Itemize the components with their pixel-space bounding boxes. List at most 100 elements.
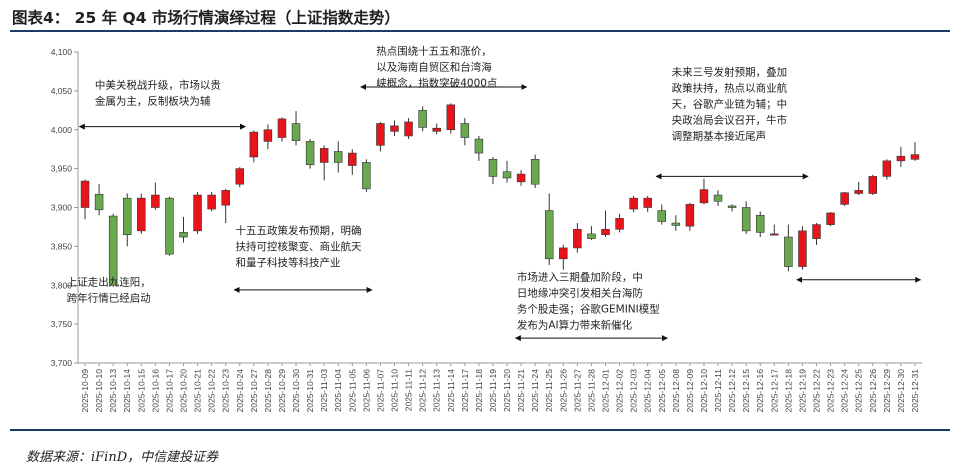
x-tick-label: 2025-10-23 [221,369,231,413]
x-tick-label: 2025-12-29 [882,369,892,413]
figure-title: 图表4： 25 年 Q4 市场行情演绎过程（上证指数走势） [12,9,400,27]
x-tick-label: 2025-11-24 [530,369,540,412]
candle-body [362,162,371,190]
x-tick-label: 2025-10-24 [235,369,245,413]
annotation-text: 务个股走强；谷歌GEMINI模型 [517,303,660,316]
x-tick-label: 2025-11-04 [333,369,343,412]
x-tick-label: 2025-10-17 [164,369,174,413]
annotation-text: 金属为主，反制板块为辅 [95,95,211,108]
candle-body [854,190,863,194]
candle-body [868,176,878,194]
y-tick-label: 4,000 [51,125,73,135]
y-tick-label: 3,850 [51,241,73,251]
y-tick-label: 3,900 [51,203,73,213]
candle-body [151,194,160,208]
x-tick-label: 2025-12-03 [629,369,639,413]
candle-body [207,194,216,210]
candle-body [446,104,456,131]
y-tick-label: 3,700 [51,358,73,368]
candle-body [418,110,427,128]
candle-body [770,233,779,236]
x-tick-label: 2025-12-22 [812,369,822,413]
candle-body [474,138,484,154]
x-tick-label: 2025-12-04 [643,369,653,413]
candle-body [826,212,835,225]
candle-body [882,160,892,177]
x-tick-label: 2025-12-18 [783,369,793,413]
candle-body [165,197,174,255]
candle-body [643,197,652,208]
x-tick-label: 2025-10-09 [80,369,90,413]
candle-body [263,129,273,142]
annotation-text: 跨年行情已经启动 [67,291,151,304]
x-tick-label: 2025-11-12 [418,369,428,412]
x-tick-label: 2025-11-17 [460,369,470,412]
x-tick-label: 2025-11-21 [516,369,526,412]
candle-body [179,232,188,238]
x-tick-label: 2025-10-21 [193,369,203,413]
candle-body [516,173,526,183]
source-note: 数据来源：iFinD，中信建投证券 [26,450,219,465]
x-tick-label: 2025-10-13 [108,369,118,413]
x-tick-label: 2025-11-13 [432,369,442,412]
x-tick-label: 2025-12-30 [896,369,906,413]
x-tick-label: 2025-12-12 [727,369,737,413]
x-tick-label: 2025-12-26 [868,369,878,413]
annotation-text: 以及海南自贸区和台湾海 [376,60,492,73]
candle-body [713,194,723,202]
y-tick-label: 4,050 [51,86,73,96]
candle-body [94,193,104,211]
annotation-text: 十五五政策发布预期，明确 [236,224,362,237]
candle-body [559,247,568,260]
annotation-text: 峡概念，指数突破4000点 [376,76,497,89]
x-tick-label: 2025-10-31 [305,369,315,413]
x-tick-label: 2025-12-15 [741,369,751,413]
candle-body [432,127,441,132]
y-tick-label: 3,750 [51,319,73,329]
candle-body [840,192,849,205]
x-tick-label: 2025-10-30 [291,369,301,413]
x-tick-label: 2025-12-05 [657,369,667,413]
candle-body [80,180,90,208]
x-tick-label: 2025-11-14 [446,369,456,412]
annotation-text: 发布为AI算力带来新催化 [517,319,633,332]
title-rule [10,30,950,32]
x-tick-label: 2025-12-25 [854,369,864,413]
candle-body [404,121,413,137]
x-tick-label: 2025-11-03 [319,369,329,412]
candle-body [319,148,329,163]
x-tick-label: 2025-10-15 [136,369,146,413]
candle-body [741,207,751,232]
x-tick-label: 2025-10-16 [150,369,160,413]
candle-body [122,197,132,236]
x-tick-label: 2025-12-01 [601,369,611,413]
x-tick-label: 2025-12-08 [671,369,681,413]
candle-body [896,155,906,162]
x-tick-label: 2025-12-19 [797,369,807,413]
x-tick-label: 2025-12-10 [699,369,709,413]
footer-rule [10,429,950,431]
x-tick-label: 2025-11-10 [390,369,400,412]
x-tick-label: 2025-12-17 [769,369,779,413]
x-tick-label: 2025-12-02 [615,369,625,413]
candle-body [502,171,512,179]
candlestick-chart: 3,700 3,750 3,800 3,850 3,900 3,950 4,000 4,050… [51,44,922,413]
annotation-text: 市场进入三期叠加阶段，中 [517,271,643,284]
x-tick-label: 2025-11-25 [544,369,554,412]
x-tick-label: 2025-11-27 [572,369,582,412]
candle-body [108,215,118,286]
candle-body [573,228,582,249]
annotation-text: 央政治局会议召开，牛市 [672,113,788,126]
x-tick-label: 2025-11-11 [404,369,414,411]
candle-body [587,233,596,239]
candle-body [629,197,638,210]
candle-body [615,218,624,230]
candle-body [460,123,470,138]
candle-body [249,131,259,158]
annotation-text: 日地缘冲突引发相关台海防 [517,287,643,300]
candle-body [784,236,793,267]
candle-body [812,224,821,239]
x-tick-label: 2025-10-20 [179,369,189,413]
candle-body [221,190,230,206]
x-tick-label: 2025-10-29 [277,369,287,413]
